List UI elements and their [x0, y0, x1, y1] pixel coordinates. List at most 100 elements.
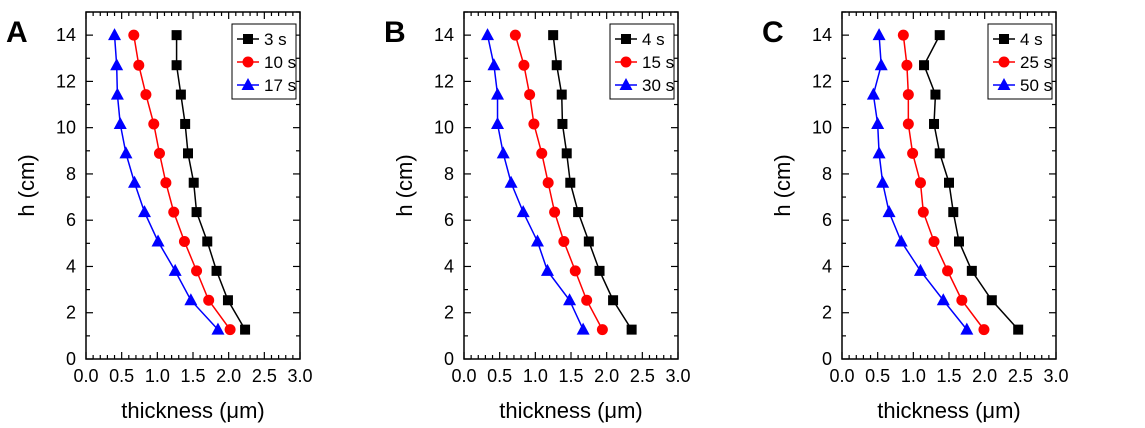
- data-point-triangle: [481, 28, 495, 41]
- series-square: [548, 30, 637, 335]
- data-point-circle: [914, 177, 926, 189]
- data-point-triangle: [876, 175, 890, 188]
- legend-marker-triangle: [619, 78, 633, 90]
- data-point-triangle: [872, 28, 886, 41]
- x-tick-label: 0.0: [829, 366, 854, 386]
- x-tick-label: 1.0: [901, 366, 926, 386]
- data-point-circle: [528, 118, 540, 130]
- x-axis-label: thickness (μm): [877, 398, 1020, 423]
- data-point-square: [175, 89, 186, 100]
- data-point-circle: [897, 29, 909, 41]
- data-point-square: [222, 295, 233, 306]
- series-circle: [128, 29, 236, 336]
- y-tick-label: 12: [56, 71, 76, 91]
- data-point-square: [548, 30, 559, 41]
- y-tick-label: 10: [812, 118, 832, 138]
- data-point-circle: [569, 265, 581, 277]
- chart-panel-b: B 0.0 0.5 1.0 1.5 2.0 2.5 3.0 0 2 4 6 8 10 12 14 thickne…: [384, 11, 691, 423]
- data-point-circle: [907, 147, 919, 159]
- data-point-triangle: [151, 234, 165, 247]
- x-tick-label: 2.5: [630, 366, 655, 386]
- y-tick-label: 2: [444, 303, 454, 323]
- data-point-triangle: [113, 116, 127, 129]
- y-tick-label: 4: [444, 256, 454, 276]
- chart-panel-c: C 0.0 0.5 1.0 1.5 2.0 2.5 3.0 0 2 4 6 8 10 12 14 thickne…: [762, 11, 1069, 423]
- data-point-circle: [902, 118, 914, 130]
- data-point-circle: [581, 294, 593, 306]
- data-point-square: [919, 60, 930, 71]
- data-point-square: [934, 148, 945, 159]
- data-point-square: [556, 89, 567, 100]
- x-tick-label: 1.0: [145, 366, 170, 386]
- data-point-square: [608, 295, 619, 306]
- data-point-triangle: [110, 87, 124, 100]
- x-tick-label: 1.0: [523, 366, 548, 386]
- legend-marker-square: [621, 34, 631, 44]
- data-point-circle: [902, 89, 914, 101]
- panel-letter: B: [384, 16, 406, 49]
- x-tick-label: 1.5: [180, 366, 205, 386]
- y-axis-label: h (cm): [770, 154, 795, 216]
- data-point-triangle: [110, 58, 124, 71]
- y-axis-label: h (cm): [14, 154, 39, 216]
- x-tick-label: 3.0: [1043, 366, 1068, 386]
- series-circle: [897, 29, 990, 336]
- data-point-circle: [901, 59, 913, 71]
- data-point-square: [180, 118, 191, 129]
- y-tick-label: 0: [822, 349, 832, 369]
- data-point-square: [191, 207, 202, 218]
- series-line: [133, 35, 231, 331]
- data-point-circle: [153, 147, 165, 159]
- data-point-circle: [191, 265, 203, 277]
- y-tick-label: 8: [66, 164, 76, 184]
- legend-label: 30 s: [642, 76, 674, 95]
- data-point-circle: [942, 265, 954, 277]
- y-tick-label: 12: [812, 71, 832, 91]
- data-point-circle: [928, 235, 940, 247]
- legend-marker-square: [999, 34, 1009, 44]
- x-tick-label: 0.5: [487, 366, 512, 386]
- x-tick-label: 1.5: [936, 366, 961, 386]
- data-point-circle: [518, 59, 530, 71]
- data-point-triangle: [576, 322, 590, 335]
- legend-marker-circle: [242, 56, 254, 68]
- data-point-circle: [133, 59, 145, 71]
- data-point-circle: [549, 206, 561, 218]
- x-tick-label: 0.0: [451, 366, 476, 386]
- y-tick-label: 0: [444, 349, 454, 369]
- series-triangle: [866, 28, 974, 335]
- y-tick-label: 2: [66, 303, 76, 323]
- data-point-square: [934, 30, 945, 41]
- data-point-circle: [203, 294, 215, 306]
- data-point-triangle: [168, 263, 182, 276]
- series-square: [919, 30, 1024, 335]
- x-tick-label: 0.5: [109, 366, 134, 386]
- y-tick-label: 10: [434, 118, 454, 138]
- data-point-triangle: [516, 205, 530, 218]
- data-point-square: [944, 177, 954, 188]
- data-point-circle: [168, 206, 180, 218]
- data-point-square: [986, 295, 997, 306]
- data-point-triangle: [491, 116, 505, 129]
- x-tick-label: 2.5: [1008, 366, 1033, 386]
- x-axis-label: thickness (μm): [121, 398, 264, 423]
- legend-label: 25 s: [1020, 53, 1052, 72]
- series-square: [171, 30, 251, 335]
- data-point-triangle: [936, 293, 950, 306]
- data-point-square: [240, 324, 251, 335]
- x-tick-label: 3.0: [287, 366, 312, 386]
- series-circle: [509, 29, 608, 336]
- data-point-triangle: [496, 146, 510, 159]
- legend-label: 50 s: [1020, 76, 1052, 95]
- panel-letter: C: [762, 16, 784, 49]
- data-point-triangle: [504, 175, 518, 188]
- data-point-circle: [558, 235, 570, 247]
- data-point-circle: [178, 235, 190, 247]
- legend-label: 4 s: [642, 30, 665, 49]
- data-point-square: [930, 89, 941, 100]
- y-tick-label: 8: [444, 164, 454, 184]
- data-point-triangle: [960, 322, 974, 335]
- data-point-triangle: [871, 116, 885, 129]
- y-tick-label: 12: [434, 71, 454, 91]
- data-point-triangle: [530, 234, 544, 247]
